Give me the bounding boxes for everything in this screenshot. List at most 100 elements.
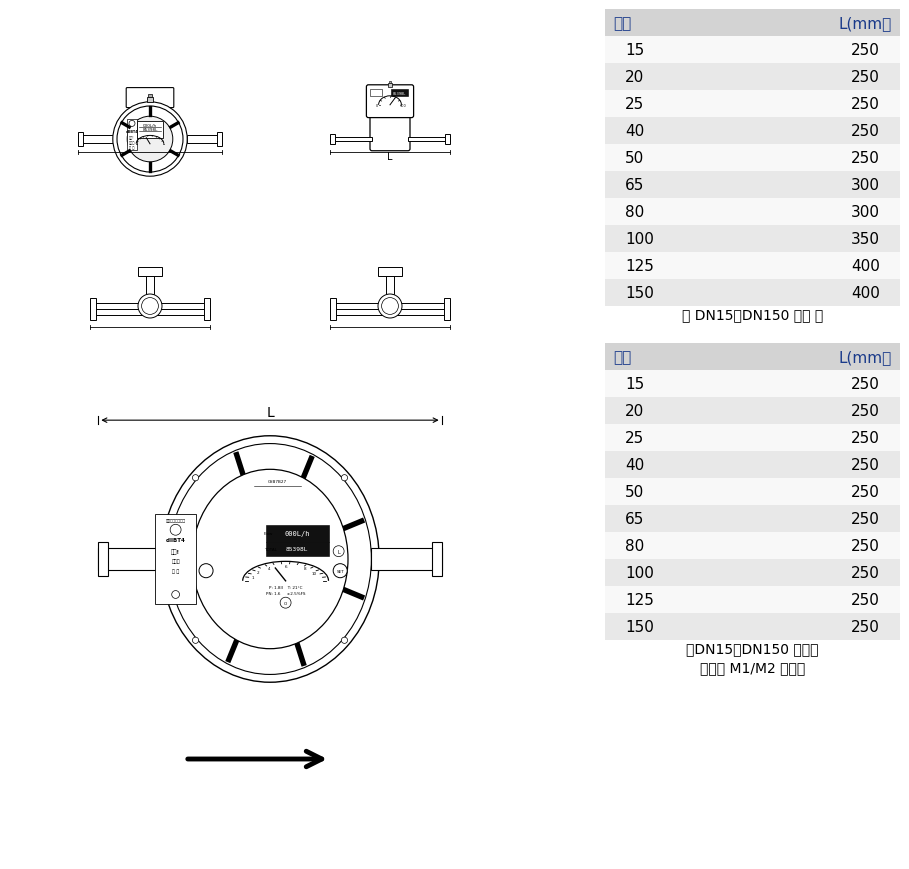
Ellipse shape (168, 444, 372, 674)
Bar (605, 10, 900, 37)
Text: L: L (387, 151, 393, 162)
Text: 250: 250 (851, 430, 880, 446)
Circle shape (170, 525, 181, 535)
Bar (78, 133, 83, 147)
Text: 4: 4 (267, 566, 270, 570)
Bar (370, 90, 382, 97)
Text: 口径: 口径 (613, 349, 631, 364)
Circle shape (334, 546, 345, 557)
Circle shape (193, 637, 199, 644)
Text: SET: SET (336, 569, 345, 573)
FancyBboxPatch shape (126, 89, 174, 109)
Bar (391, 90, 408, 97)
Text: GYB7B27: GYB7B27 (268, 480, 287, 483)
Circle shape (280, 598, 291, 608)
Bar (433, 542, 442, 576)
Circle shape (199, 564, 213, 578)
Text: 25: 25 (625, 96, 644, 112)
Text: 100: 100 (400, 103, 406, 108)
Bar (389, 82, 391, 84)
Ellipse shape (192, 470, 348, 649)
Text: 50: 50 (625, 151, 644, 166)
Text: （可选 M1/M2 表头）: （可选 M1/M2 表头） (700, 660, 805, 674)
Text: 250: 250 (851, 43, 880, 58)
Text: 400: 400 (851, 259, 880, 274)
Text: 20: 20 (625, 70, 644, 85)
Bar (605, 199, 900, 226)
Bar (386, 276, 394, 295)
Text: 15: 15 (625, 43, 644, 58)
Bar (605, 253, 900, 280)
Text: 250: 250 (851, 124, 880, 139)
Text: 20: 20 (625, 403, 644, 418)
FancyBboxPatch shape (366, 86, 414, 118)
Bar (146, 276, 154, 295)
FancyBboxPatch shape (370, 109, 410, 151)
Circle shape (334, 564, 347, 578)
Bar (378, 268, 402, 276)
Circle shape (129, 122, 135, 127)
Circle shape (193, 475, 199, 481)
Circle shape (378, 295, 402, 319)
Bar (444, 299, 450, 321)
Text: 250: 250 (851, 565, 880, 580)
Text: 250: 250 (851, 620, 880, 634)
Bar (330, 135, 335, 145)
Text: （ DN15～DN150 气体 ）: （ DN15～DN150 气体 ） (682, 308, 824, 322)
Text: 注意!: 注意! (129, 136, 135, 139)
Circle shape (342, 475, 347, 481)
Text: Flow: Flow (264, 532, 273, 535)
Bar (605, 37, 900, 64)
Bar (605, 118, 900, 145)
Text: PN: 1.6     ±2.5%FS: PN: 1.6 ±2.5%FS (265, 592, 305, 595)
Bar (605, 370, 900, 397)
Text: L(mm）: L(mm） (839, 16, 892, 31)
Circle shape (172, 591, 179, 599)
Bar (147, 98, 153, 103)
Text: 口径: 口径 (613, 16, 631, 31)
Text: 85398L: 85398L (286, 547, 308, 552)
Text: 350: 350 (851, 232, 880, 247)
Text: 断电器: 断电器 (171, 559, 180, 564)
Bar (127, 119, 136, 150)
Text: 15: 15 (625, 376, 644, 391)
Bar (387, 84, 393, 88)
Text: 水氣管数字流量計: 水氣管数字流量計 (165, 519, 185, 523)
Text: 8: 8 (304, 567, 306, 571)
Text: 150: 150 (625, 286, 654, 301)
Text: 125: 125 (625, 592, 654, 607)
Bar (148, 95, 152, 98)
Bar (605, 451, 900, 478)
Bar (136, 122, 164, 139)
Text: L(mm）: L(mm） (839, 349, 892, 364)
Text: 250: 250 (851, 96, 880, 112)
Text: 250: 250 (851, 376, 880, 391)
Circle shape (138, 295, 162, 319)
Bar (204, 299, 210, 321)
Text: 250: 250 (851, 511, 880, 527)
Text: 2: 2 (257, 570, 259, 574)
Text: 250: 250 (851, 151, 880, 166)
Bar (445, 135, 450, 145)
Bar (605, 478, 900, 505)
Text: 0: 0 (375, 103, 378, 108)
Text: 80: 80 (625, 205, 644, 220)
Text: 150: 150 (625, 620, 654, 634)
Text: 250: 250 (851, 457, 880, 473)
Text: 400: 400 (851, 286, 880, 301)
Bar (605, 226, 900, 253)
Bar (408, 137, 450, 143)
Text: 100: 100 (625, 232, 654, 247)
Bar (330, 299, 336, 321)
Bar (266, 525, 328, 542)
Circle shape (113, 103, 187, 177)
Text: O: O (284, 601, 287, 605)
Text: 65: 65 (625, 178, 644, 193)
Circle shape (342, 637, 347, 644)
Circle shape (117, 107, 183, 173)
Text: 250: 250 (851, 538, 880, 554)
Text: 1: 1 (252, 575, 255, 580)
Bar (605, 280, 900, 307)
Text: （DN15～DN150 液体）: （DN15～DN150 液体） (686, 641, 819, 655)
Text: 开 盒: 开 盒 (129, 146, 135, 150)
